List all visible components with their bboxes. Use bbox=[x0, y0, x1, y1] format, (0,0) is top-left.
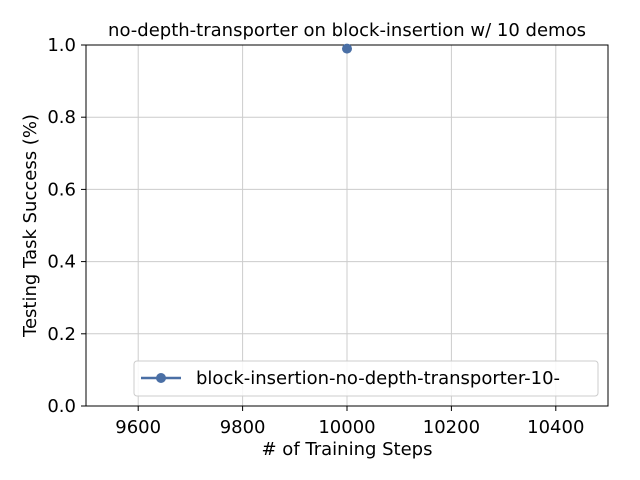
y-tick-label: 0.6 bbox=[47, 179, 76, 200]
y-tick-label: 0.4 bbox=[47, 252, 76, 273]
chart-title: no-depth-transporter on block-insertion … bbox=[108, 20, 586, 41]
y-tick-label: 0.0 bbox=[47, 396, 76, 417]
legend-marker bbox=[156, 373, 166, 383]
y-axis-label: Testing Task Success (%) bbox=[20, 114, 41, 338]
data-point bbox=[342, 43, 352, 54]
legend-label: block-insertion-no-depth-transporter-10- bbox=[196, 368, 560, 389]
legend: block-insertion-no-depth-transporter-10- bbox=[133, 360, 599, 397]
x-tick-label: 10000 bbox=[318, 417, 375, 438]
legend-box bbox=[133, 360, 599, 397]
y-axis-ticks: 0.0 0.2 0.4 0.6 0.8 1.0 bbox=[47, 35, 86, 417]
y-tick-label: 0.8 bbox=[47, 107, 76, 128]
grid bbox=[86, 44, 608, 407]
x-tick-label: 10400 bbox=[527, 417, 584, 438]
x-tick-label: 9600 bbox=[115, 417, 161, 438]
x-axis-label: # of Training Steps bbox=[262, 439, 433, 460]
y-tick-label: 1.0 bbox=[47, 35, 76, 56]
series-layer bbox=[342, 43, 352, 54]
x-tick-label: 10200 bbox=[423, 417, 480, 438]
x-tick-label: 9800 bbox=[220, 417, 266, 438]
y-tick-label: 0.2 bbox=[47, 324, 76, 345]
x-axis-ticks: 9600 9800 10000 10200 10400 bbox=[115, 406, 584, 438]
